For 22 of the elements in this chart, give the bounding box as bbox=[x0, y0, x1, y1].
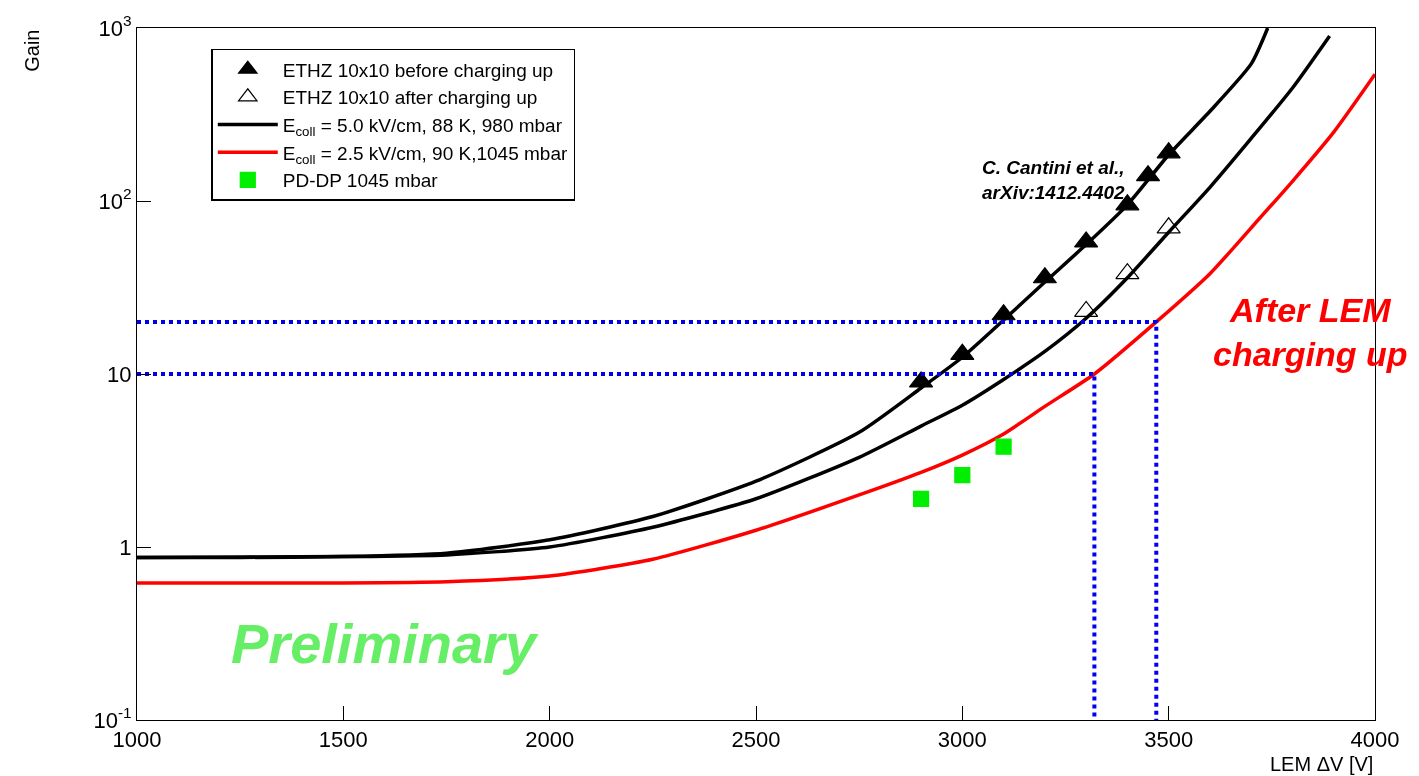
annotation: Preliminary bbox=[231, 612, 539, 675]
x-axis-title: LEM ΔV [V] bbox=[1270, 753, 1374, 775]
x-tick-label: 3500 bbox=[1144, 727, 1194, 753]
legend-label: PD-DP 1045 mbar bbox=[282, 170, 439, 192]
legend-label: E$_{coll}$ = 2.5 kV/cm, 90 K,1045 mbar bbox=[282, 142, 568, 167]
y-tick-label: 10$^{2}$ bbox=[98, 185, 132, 214]
y-axis-title: Gain bbox=[20, 29, 43, 72]
point bbox=[995, 438, 1012, 455]
annotation: C. Cantini et al., arXiv:1412.4402 bbox=[982, 157, 1126, 203]
point bbox=[912, 490, 930, 507]
y-tick-label: 10$^{3}$ bbox=[98, 12, 132, 41]
x-tick-label: 1500 bbox=[318, 727, 368, 753]
x-tick-label: 2500 bbox=[731, 727, 781, 753]
y-tick-label: 10 bbox=[107, 361, 132, 387]
legend-label: ETHZ 10x10 before charging up bbox=[282, 59, 554, 81]
x-tick-label: 3000 bbox=[937, 727, 987, 753]
legend-label: E$_{coll}$ = 5.0 kV/cm, 88 K, 980 mbar bbox=[282, 114, 563, 139]
point bbox=[954, 467, 971, 484]
y-tick-label: 1 bbox=[119, 534, 132, 560]
x-tick-label: 4000 bbox=[1350, 727, 1400, 753]
x-tick-label: 2000 bbox=[525, 727, 575, 753]
legend-label: ETHZ 10x10 after charging up bbox=[282, 87, 538, 109]
